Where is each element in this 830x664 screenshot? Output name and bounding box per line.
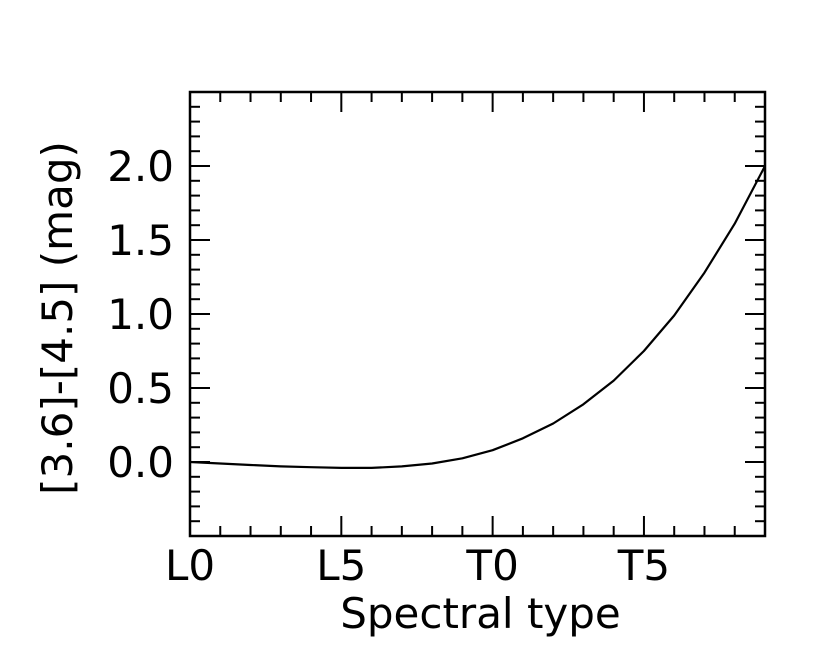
y-axis-label: [3.6]-[4.5] (mag) bbox=[33, 141, 82, 495]
x-tick-label: L0 bbox=[165, 541, 215, 590]
y-tick-label: 0.0 bbox=[107, 438, 174, 487]
y-tick-label: 2.0 bbox=[107, 142, 174, 191]
x-tick-labels: L0 L5 T0 T5 bbox=[165, 541, 670, 590]
axis-ticks bbox=[189, 91, 766, 537]
x-axis-label: Spectral type bbox=[340, 589, 621, 638]
y-tick-label: 1.0 bbox=[107, 290, 174, 339]
x-tick-label: T0 bbox=[465, 541, 518, 590]
series-layer bbox=[189, 165, 766, 469]
plot-frame bbox=[188, 90, 767, 538]
series-line bbox=[189, 165, 766, 469]
y-tick-labels: 0.0 0.5 1.0 1.5 2.0 bbox=[107, 142, 174, 487]
y-tick-label: 1.5 bbox=[107, 216, 174, 265]
x-tick-label: L5 bbox=[316, 541, 366, 590]
y-tick-label: 0.5 bbox=[107, 364, 174, 413]
x-tick-label: T5 bbox=[617, 541, 670, 590]
